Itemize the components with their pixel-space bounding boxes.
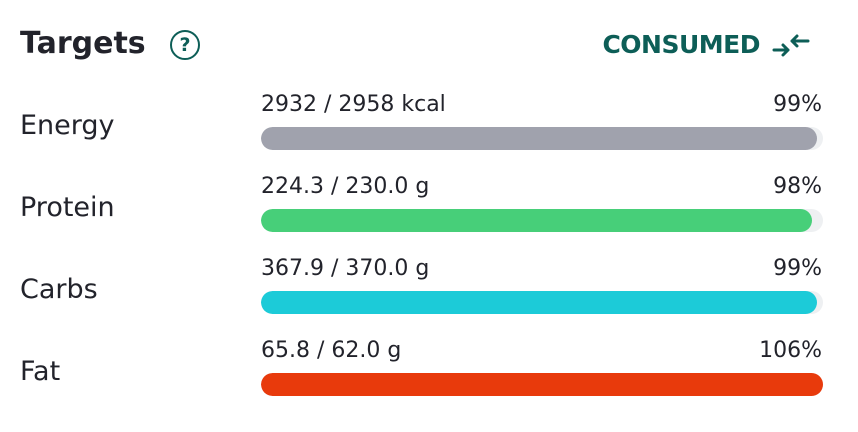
progress-track — [261, 209, 823, 232]
row-label: Carbs — [20, 274, 98, 305]
amount-text: 224.3 / 230.0 g — [261, 174, 430, 199]
progress-fill — [261, 127, 818, 150]
help-icon[interactable]: ? — [170, 30, 200, 60]
amount-text: 2932 / 2958 kcal — [261, 92, 446, 117]
toggle-button[interactable]: CONSUMED — [602, 30, 760, 59]
row-label: Fat — [20, 356, 61, 387]
progress-track — [261, 291, 823, 314]
row-label: Protein — [20, 192, 115, 223]
percent-text: 99% — [773, 92, 822, 117]
progress-track — [261, 373, 823, 396]
progress-fill — [261, 209, 812, 232]
progress-track — [261, 127, 823, 150]
row-label: Energy — [20, 110, 115, 141]
progress-fill — [261, 291, 818, 314]
percent-text: 106% — [759, 338, 822, 363]
title: Targets — [20, 26, 146, 61]
amount-text: 367.9 / 370.0 g — [261, 256, 430, 281]
toggle-icon[interactable] — [770, 30, 814, 62]
amount-text: 65.8 / 62.0 g — [261, 338, 402, 363]
percent-text: 99% — [773, 256, 822, 281]
progress-fill — [261, 373, 823, 396]
percent-text: 98% — [773, 174, 822, 199]
